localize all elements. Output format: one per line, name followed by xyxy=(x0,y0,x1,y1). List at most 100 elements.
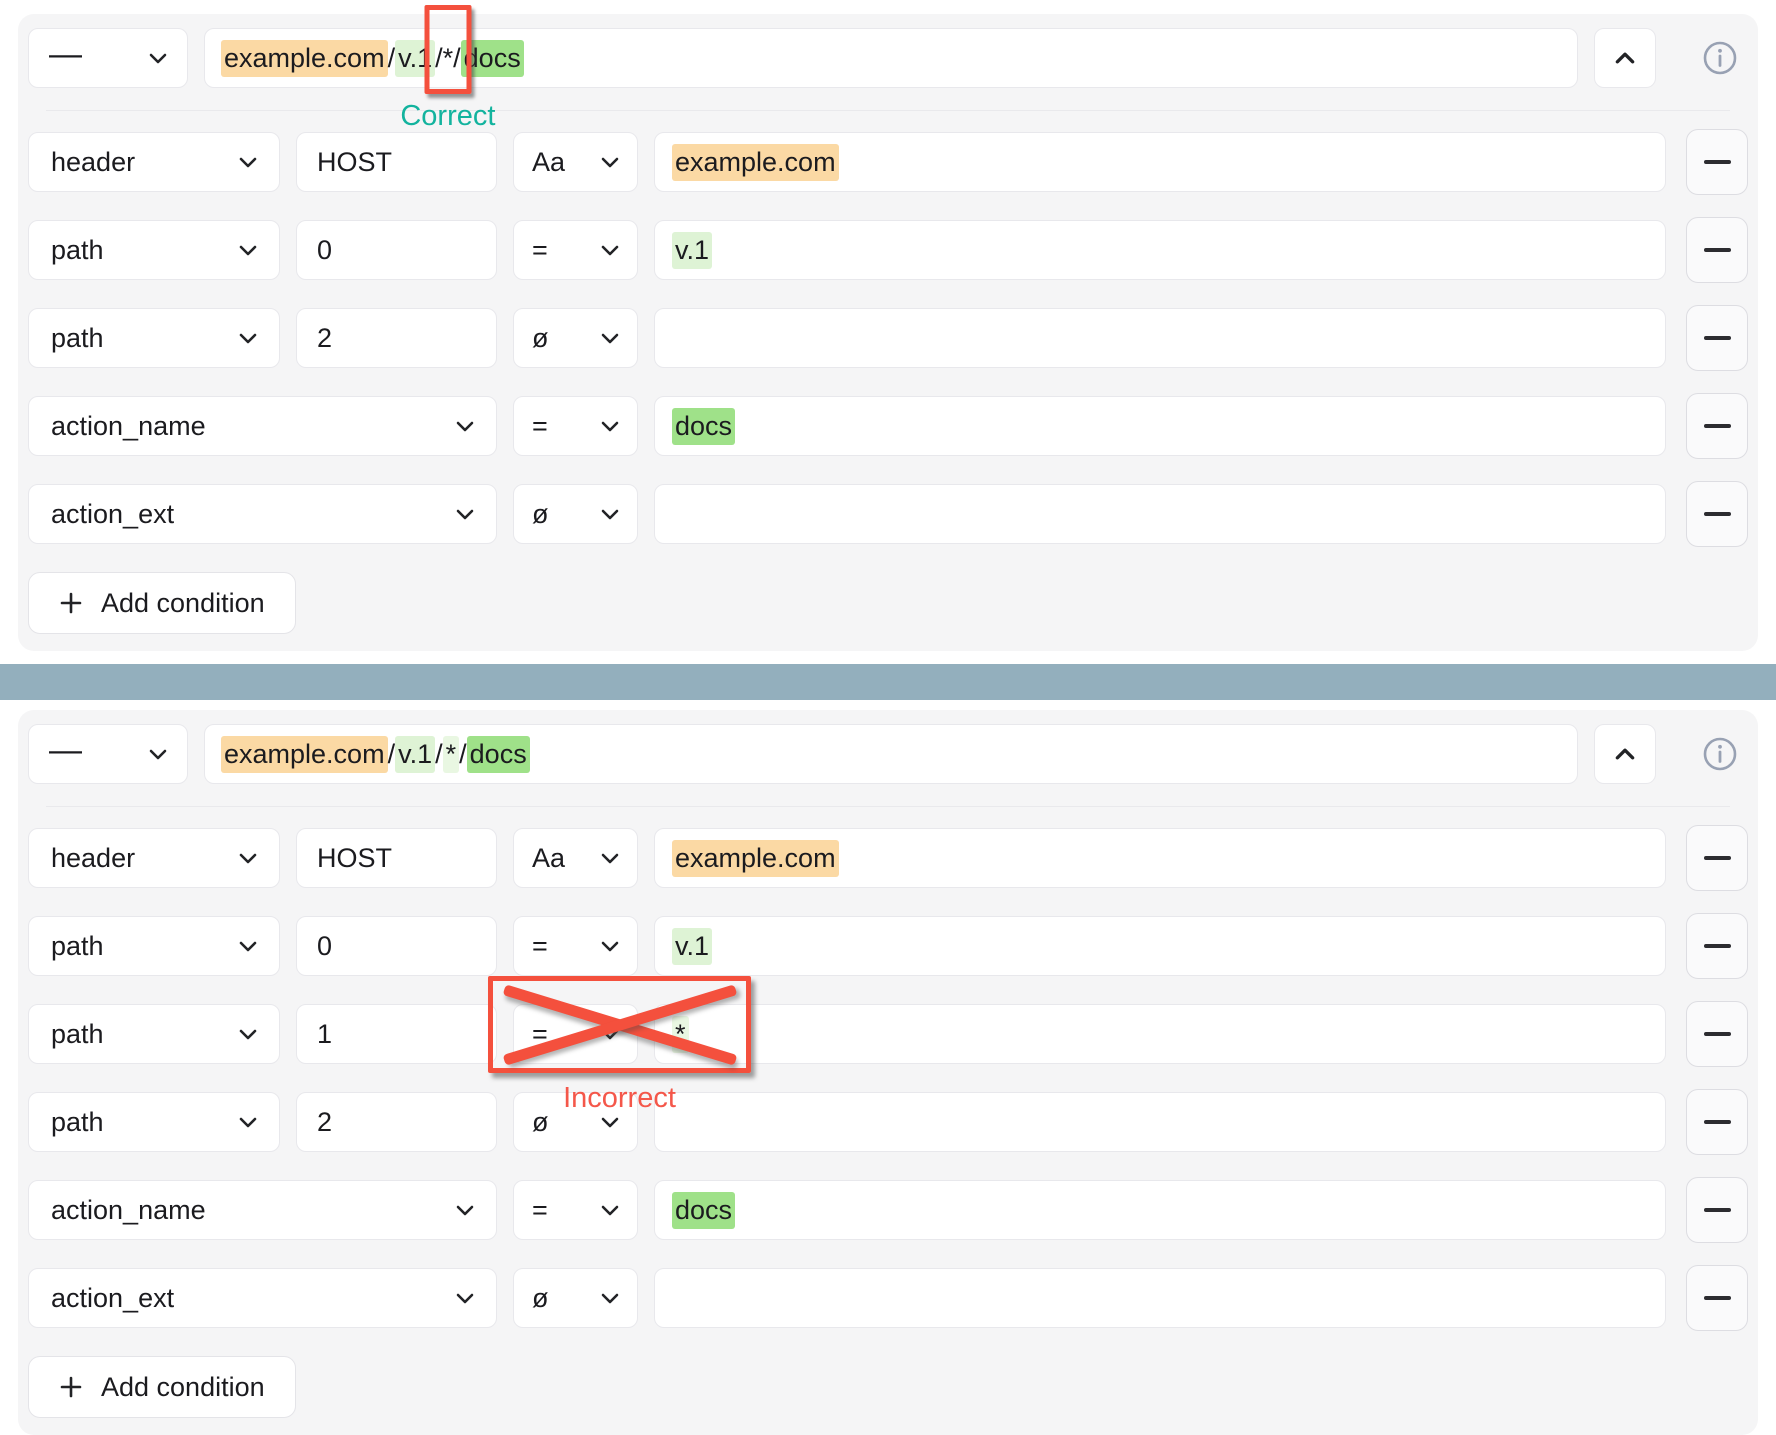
collapse-button[interactable] xyxy=(1594,724,1656,784)
chevron-up-icon xyxy=(1615,748,1635,760)
condition-key-label: path xyxy=(51,930,104,961)
condition-value-input[interactable]: example.com xyxy=(654,132,1666,192)
info-button[interactable] xyxy=(1702,736,1738,772)
condition-row: action_name = docs xyxy=(28,1177,1748,1243)
chevron-down-icon xyxy=(601,1029,619,1039)
condition-value-input[interactable]: v.1 xyxy=(654,220,1666,280)
section-divider xyxy=(46,806,1730,807)
condition-value-input[interactable] xyxy=(654,1092,1666,1152)
info-button[interactable] xyxy=(1702,40,1738,76)
chevron-down-icon xyxy=(239,157,257,167)
expression-preview-input[interactable]: example.com / v.1/* / docs xyxy=(204,724,1578,784)
condition-value-input[interactable]: v.1 xyxy=(654,916,1666,976)
condition-operator-select[interactable]: Aa xyxy=(513,132,638,192)
condition-name-input[interactable]: 0 xyxy=(296,220,497,280)
condition-key-select[interactable]: path xyxy=(28,308,280,368)
condition-operator-select[interactable]: ø xyxy=(513,484,638,544)
condition-row: header HOST Aa example.com xyxy=(28,129,1748,195)
condition-name-value: HOST xyxy=(317,842,393,873)
match-mode-select[interactable]: — xyxy=(28,28,188,88)
condition-value-text: example.com xyxy=(672,143,839,181)
remove-condition-button[interactable] xyxy=(1686,825,1748,891)
add-condition-button[interactable]: Add condition xyxy=(28,572,296,634)
condition-row: path 0 = v.1 xyxy=(28,913,1748,979)
chevron-down-icon xyxy=(601,941,619,951)
chevron-down-icon xyxy=(601,1293,619,1303)
chevron-down-icon xyxy=(239,245,257,255)
remove-condition-button[interactable] xyxy=(1686,1001,1748,1067)
chevron-down-icon xyxy=(601,509,619,519)
condition-key-label: path xyxy=(51,1106,104,1137)
condition-name-value: 2 xyxy=(317,1106,333,1137)
remove-condition-button[interactable] xyxy=(1686,1177,1748,1243)
condition-operator-select[interactable]: = xyxy=(513,916,638,976)
condition-key-select[interactable]: path xyxy=(28,1092,280,1152)
condition-key-label: path xyxy=(51,234,104,265)
condition-key-select[interactable]: path xyxy=(28,220,280,280)
condition-key-label: header xyxy=(51,842,136,873)
chevron-down-icon xyxy=(149,749,167,759)
condition-operator-value: = xyxy=(532,1194,548,1225)
url-segment-version: v.1 xyxy=(395,735,436,773)
match-mode-select[interactable]: — xyxy=(28,724,188,784)
remove-condition-button[interactable] xyxy=(1686,305,1748,371)
condition-name-input[interactable]: HOST xyxy=(296,828,497,888)
url-separator: / xyxy=(435,42,443,73)
condition-key-select[interactable]: action_name xyxy=(28,1180,497,1240)
condition-name-input[interactable]: 2 xyxy=(296,1092,497,1152)
condition-operator-select[interactable]: ø xyxy=(513,1092,638,1152)
condition-value-input[interactable] xyxy=(654,308,1666,368)
expression-row: — example.com / v.1/* Correct / docs xyxy=(28,4,1748,132)
condition-key-select[interactable]: action_ext xyxy=(28,1268,497,1328)
url-separator: / xyxy=(387,738,396,769)
collapse-button[interactable] xyxy=(1594,28,1656,88)
remove-condition-button[interactable] xyxy=(1686,217,1748,283)
condition-key-select[interactable]: action_ext xyxy=(28,484,497,544)
condition-name-input[interactable]: HOST xyxy=(296,132,497,192)
condition-operator-select[interactable]: ø xyxy=(513,308,638,368)
condition-key-label: action_ext xyxy=(51,498,175,529)
condition-operator-select[interactable]: = xyxy=(513,1004,638,1064)
condition-operator-select[interactable]: = xyxy=(513,1180,638,1240)
minus-icon xyxy=(1703,424,1731,428)
minus-icon xyxy=(1703,512,1731,516)
condition-key-select[interactable]: action_name xyxy=(28,396,497,456)
condition-value-input[interactable]: docs xyxy=(654,396,1666,456)
condition-key-select[interactable]: path xyxy=(28,916,280,976)
condition-name-input[interactable]: 0 xyxy=(296,916,497,976)
expression-preview-input[interactable]: example.com / v.1/* Correct / docs xyxy=(204,4,1578,132)
condition-row: path 0 = v.1 xyxy=(28,217,1748,283)
condition-name-input[interactable]: 2 xyxy=(296,308,497,368)
panel-separator-bar xyxy=(0,664,1776,700)
condition-key-select[interactable]: header xyxy=(28,828,280,888)
chevron-up-icon xyxy=(1615,52,1635,64)
add-condition-label: Add condition xyxy=(101,1371,265,1402)
url-segment-action: docs xyxy=(466,735,530,773)
condition-value-input[interactable] xyxy=(654,1268,1666,1328)
remove-condition-button[interactable] xyxy=(1686,393,1748,459)
condition-value-input[interactable]: example.com xyxy=(654,828,1666,888)
remove-condition-button[interactable] xyxy=(1686,129,1748,195)
url-segment-host: example.com xyxy=(221,735,388,773)
condition-operator-select[interactable]: Aa xyxy=(513,828,638,888)
remove-condition-button[interactable] xyxy=(1686,1089,1748,1155)
condition-name-value: 1 xyxy=(317,1018,333,1049)
condition-key-select[interactable]: path xyxy=(28,1004,280,1064)
condition-operator-select[interactable]: ø xyxy=(513,1268,638,1328)
remove-condition-button[interactable] xyxy=(1686,1265,1748,1331)
add-condition-button[interactable]: Add condition xyxy=(28,1356,296,1418)
remove-condition-button[interactable] xyxy=(1686,481,1748,547)
condition-key-select[interactable]: header xyxy=(28,132,280,192)
condition-value-input[interactable]: * xyxy=(654,1004,1666,1064)
url-segment-host: example.com xyxy=(221,39,388,77)
condition-operator-select[interactable]: = xyxy=(513,396,638,456)
chevron-down-icon xyxy=(601,1117,619,1127)
url-separator: / xyxy=(459,738,467,769)
remove-condition-button[interactable] xyxy=(1686,913,1748,979)
condition-value-text: example.com xyxy=(672,839,839,877)
condition-name-input[interactable]: 1 xyxy=(296,1004,497,1064)
condition-operator-select[interactable]: = xyxy=(513,220,638,280)
condition-value-input[interactable] xyxy=(654,484,1666,544)
condition-value-input[interactable]: docs xyxy=(654,1180,1666,1240)
condition-key-label: header xyxy=(51,146,136,177)
